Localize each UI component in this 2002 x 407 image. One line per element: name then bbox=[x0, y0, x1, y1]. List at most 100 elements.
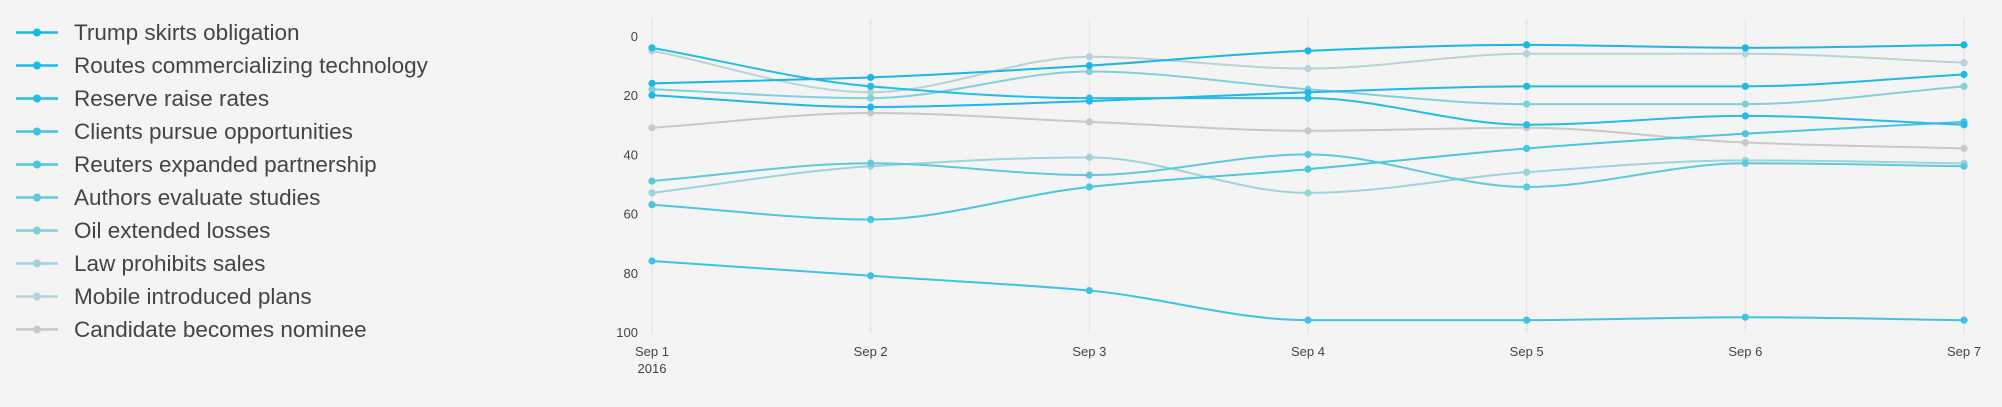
legend-swatch bbox=[16, 160, 58, 169]
data-point bbox=[1523, 144, 1531, 153]
legend-item[interactable]: Law prohibits sales bbox=[14, 247, 434, 280]
series-group bbox=[648, 118, 1968, 224]
data-point bbox=[867, 88, 875, 96]
x-tick-label: Sep 5 bbox=[1510, 344, 1544, 359]
legend-label: Routes commercializing technology bbox=[74, 52, 428, 78]
data-point bbox=[1085, 286, 1093, 295]
y-tick-label: 20 bbox=[624, 88, 638, 103]
x-axis: Sep 1 Sep 2 Sep 3 Sep 4 Sep 5 Sep 6 Sep 7 2016 bbox=[635, 344, 1981, 376]
data-point bbox=[1960, 82, 1968, 90]
legend-label: Reuters expanded partnership bbox=[74, 151, 377, 177]
series-group bbox=[648, 70, 1968, 111]
data-point bbox=[1304, 127, 1312, 135]
x-tick-label: Sep 7 bbox=[1947, 344, 1981, 359]
legend-swatch bbox=[16, 61, 58, 70]
data-point bbox=[1085, 62, 1093, 70]
data-point bbox=[1523, 50, 1531, 58]
series-group bbox=[648, 41, 1968, 87]
legend-label: Trump skirts obligation bbox=[74, 19, 300, 45]
legend-swatch bbox=[16, 226, 58, 235]
data-point bbox=[648, 257, 656, 265]
data-point bbox=[1085, 171, 1093, 179]
data-point bbox=[1085, 183, 1093, 191]
data-point bbox=[1741, 112, 1749, 120]
legend-item[interactable]: Authors evaluate studies bbox=[14, 181, 434, 214]
data-point bbox=[867, 159, 875, 167]
data-point bbox=[648, 85, 656, 93]
data-point bbox=[1304, 64, 1312, 73]
data-point bbox=[1741, 50, 1749, 58]
data-point bbox=[1085, 97, 1093, 105]
data-point bbox=[1304, 316, 1312, 324]
data-point bbox=[867, 103, 875, 111]
data-point bbox=[1523, 82, 1531, 90]
legend-item[interactable]: Trump skirts obligation bbox=[14, 16, 434, 49]
data-point bbox=[1960, 70, 1968, 79]
data-point bbox=[1523, 168, 1531, 176]
data-point bbox=[1741, 159, 1749, 167]
data-point bbox=[1523, 41, 1531, 49]
legend-item[interactable]: Clients pursue opportunities bbox=[14, 115, 434, 148]
y-tick-label: 100 bbox=[616, 325, 638, 340]
data-point bbox=[1085, 53, 1093, 61]
x-tick-label: Sep 6 bbox=[1728, 344, 1762, 359]
x-year-label: 2016 bbox=[638, 361, 667, 376]
legend-label: Law prohibits sales bbox=[74, 250, 266, 276]
data-point bbox=[648, 91, 656, 99]
legend-item[interactable]: Reuters expanded partnership bbox=[14, 148, 434, 181]
legend-label: Oil extended losses bbox=[74, 217, 271, 243]
y-tick-label: 40 bbox=[624, 147, 638, 162]
data-point bbox=[867, 215, 875, 224]
data-point bbox=[1960, 144, 1968, 153]
legend-item[interactable]: Reserve raise rates bbox=[14, 82, 434, 115]
legend-label: Reserve raise rates bbox=[74, 85, 270, 111]
data-point bbox=[1741, 44, 1749, 52]
data-point bbox=[1523, 183, 1531, 191]
legend-label: Candidate becomes nominee bbox=[74, 316, 367, 342]
x-tick-label: Sep 4 bbox=[1291, 344, 1325, 359]
series-group bbox=[648, 47, 1968, 96]
legend-swatch bbox=[16, 94, 58, 103]
x-tick-label: Sep 3 bbox=[1072, 344, 1106, 359]
x-tick-label: Sep 1 bbox=[635, 344, 669, 359]
data-point bbox=[648, 44, 656, 52]
data-point bbox=[1741, 313, 1749, 321]
series-group bbox=[648, 109, 1968, 153]
data-point bbox=[648, 177, 656, 185]
data-point bbox=[867, 109, 875, 117]
data-point bbox=[1960, 121, 1968, 129]
chart-legend: Trump skirts obligation Routes commercial… bbox=[14, 16, 434, 346]
legend-label: Mobile introduced plans bbox=[74, 283, 312, 309]
legend-item[interactable]: Candidate becomes nominee bbox=[14, 313, 434, 346]
series-group bbox=[648, 44, 1968, 129]
legend-swatch bbox=[16, 28, 58, 37]
data-point bbox=[1085, 67, 1093, 76]
data-point bbox=[1960, 162, 1968, 170]
legend-item[interactable]: Mobile introduced plans bbox=[14, 280, 434, 313]
series-group bbox=[648, 257, 1968, 324]
series-group bbox=[648, 150, 1968, 191]
data-point bbox=[1523, 121, 1531, 129]
data-point bbox=[1304, 189, 1312, 197]
legend-swatch bbox=[16, 259, 58, 268]
data-point bbox=[1741, 130, 1749, 138]
data-point bbox=[1304, 88, 1312, 96]
data-point bbox=[1960, 316, 1968, 324]
data-point bbox=[1960, 59, 1968, 67]
data-point bbox=[867, 82, 875, 90]
data-point bbox=[1304, 47, 1312, 55]
data-point bbox=[1085, 153, 1093, 161]
legend-item[interactable]: Routes commercializing technology bbox=[14, 49, 434, 82]
x-tick-label: Sep 2 bbox=[854, 344, 888, 359]
data-point bbox=[867, 73, 875, 82]
data-point bbox=[1304, 150, 1312, 158]
y-tick-label: 60 bbox=[624, 207, 638, 222]
data-point bbox=[1304, 94, 1312, 102]
data-point bbox=[648, 124, 656, 132]
data-point bbox=[648, 201, 656, 209]
legend-item[interactable]: Oil extended losses bbox=[14, 214, 434, 247]
y-tick-label: 80 bbox=[624, 266, 638, 281]
y-tick-label: 0 bbox=[631, 29, 638, 44]
legend-swatch bbox=[16, 193, 58, 202]
